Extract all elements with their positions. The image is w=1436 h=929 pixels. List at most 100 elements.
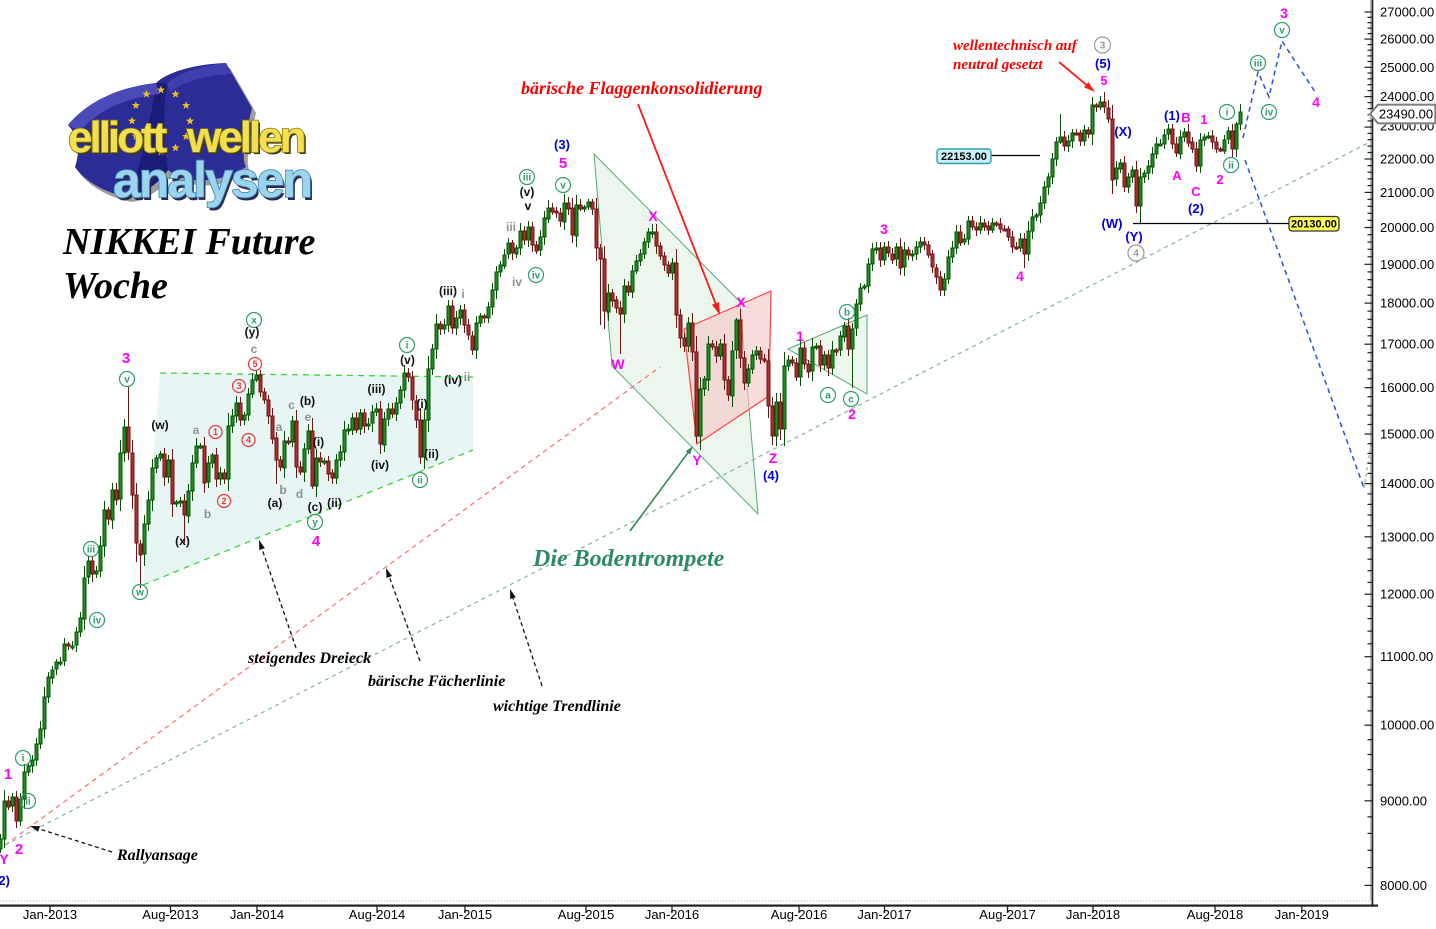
svg-text:2: 2 <box>221 496 226 506</box>
svg-text:B: B <box>1181 110 1190 125</box>
svg-text:(a): (a) <box>268 496 283 510</box>
svg-text:w: w <box>135 588 144 599</box>
svg-text:elliott: elliott <box>68 113 168 162</box>
svg-text:(X): (X) <box>1114 124 1131 139</box>
svg-text:x: x <box>251 316 257 327</box>
svg-text:26000.00: 26000.00 <box>1380 32 1434 47</box>
svg-text:(2): (2) <box>1188 201 1204 216</box>
svg-text:Aug-2014: Aug-2014 <box>349 907 405 922</box>
svg-text:(x): (x) <box>175 534 190 548</box>
svg-text:(ii): (ii) <box>424 447 439 461</box>
svg-text:(W): (W) <box>1102 216 1123 231</box>
svg-text:11000.00: 11000.00 <box>1380 649 1433 664</box>
svg-text:ii: ii <box>464 370 471 384</box>
svg-text:(c): (c) <box>308 500 323 514</box>
svg-text:1: 1 <box>796 328 804 344</box>
svg-text:3: 3 <box>1280 5 1288 21</box>
svg-text:ii: ii <box>1228 161 1234 172</box>
svg-text:b: b <box>279 483 286 497</box>
svg-text:iv: iv <box>1265 108 1274 119</box>
svg-text:21000.00: 21000.00 <box>1380 185 1434 200</box>
svg-text:steigendes Dreieck: steigendes Dreieck <box>247 650 371 667</box>
svg-text:b: b <box>844 308 850 319</box>
svg-text:23490.00: 23490.00 <box>1379 107 1433 122</box>
svg-text:i: i <box>1226 108 1229 119</box>
svg-text:(iv): (iv) <box>371 458 389 472</box>
svg-text:(w): (w) <box>151 418 168 432</box>
svg-text:4: 4 <box>246 435 251 445</box>
svg-text:iv: iv <box>512 275 522 289</box>
svg-text:Woche: Woche <box>63 265 168 307</box>
svg-text:v: v <box>525 199 532 213</box>
svg-text:(i): (i) <box>416 397 427 411</box>
svg-text:19000.00: 19000.00 <box>1380 257 1434 272</box>
svg-text:bärische Fächerlinie: bärische Fächerlinie <box>368 673 505 690</box>
svg-text:bärische Flaggenkonsolidierung: bärische Flaggenkonsolidierung <box>521 78 763 98</box>
svg-text:c: c <box>848 395 854 406</box>
svg-text:e: e <box>305 410 312 424</box>
svg-text:Jan-2017: Jan-2017 <box>857 907 911 922</box>
svg-text:i: i <box>22 754 25 765</box>
svg-text:Jan-2015: Jan-2015 <box>438 907 492 922</box>
svg-text:a: a <box>276 420 283 434</box>
svg-text:(b): (b) <box>300 394 315 408</box>
svg-text:(4): (4) <box>763 468 779 483</box>
svg-text:Jan-2019: Jan-2019 <box>1275 907 1329 922</box>
svg-text:i: i <box>406 341 409 352</box>
svg-text:v: v <box>525 199 532 213</box>
svg-text:X: X <box>736 294 746 310</box>
svg-text:(y): (y) <box>245 325 260 339</box>
svg-text:Z: Z <box>769 450 778 466</box>
svg-text:2: 2 <box>1216 172 1223 187</box>
svg-text:Aug-2018: Aug-2018 <box>1187 907 1243 922</box>
svg-text:1: 1 <box>1200 112 1207 127</box>
svg-text:W: W <box>611 356 625 372</box>
svg-text:27000.00: 27000.00 <box>1380 5 1434 20</box>
svg-text:20000.00: 20000.00 <box>1380 220 1434 235</box>
svg-text:(1): (1) <box>1164 108 1180 123</box>
svg-text:v: v <box>1279 26 1285 37</box>
svg-text:(iii): (iii) <box>439 284 457 298</box>
svg-text:analysen: analysen <box>115 155 313 211</box>
svg-text:5: 5 <box>1100 73 1107 88</box>
svg-text:(iii): (iii) <box>368 382 386 396</box>
svg-text:8000.00: 8000.00 <box>1380 878 1427 893</box>
svg-text:3: 3 <box>122 350 130 367</box>
svg-text:16000.00: 16000.00 <box>1380 380 1434 395</box>
svg-text:b: b <box>204 507 211 521</box>
svg-text:Aug-2017: Aug-2017 <box>979 907 1035 922</box>
svg-text:wellentechnisch auf: wellentechnisch auf <box>953 38 1079 54</box>
svg-text:iii: iii <box>1254 59 1263 70</box>
svg-text:iv: iv <box>93 616 102 627</box>
svg-text:4: 4 <box>1016 268 1024 284</box>
svg-text:Die Bodentrompete: Die Bodentrompete <box>532 546 725 572</box>
svg-text:15000.00: 15000.00 <box>1380 427 1434 442</box>
svg-text:5: 5 <box>559 155 567 172</box>
svg-text:ii: ii <box>417 476 423 487</box>
svg-text:wellen: wellen <box>186 113 305 162</box>
svg-text:Aug-2013: Aug-2013 <box>142 907 198 922</box>
svg-text:5: 5 <box>252 359 257 369</box>
svg-text:v: v <box>560 181 566 192</box>
svg-text:iii: iii <box>506 220 516 234</box>
svg-text:c: c <box>251 342 258 356</box>
svg-text:C: C <box>1191 184 1201 199</box>
svg-text:c: c <box>288 398 295 412</box>
svg-text:20130.00: 20130.00 <box>1291 219 1337 231</box>
svg-text:Jan-2014: Jan-2014 <box>230 907 284 922</box>
svg-text:(v): (v) <box>400 353 415 367</box>
svg-text:13000.00: 13000.00 <box>1380 529 1434 544</box>
svg-text:A: A <box>1172 168 1182 183</box>
svg-text:(i): (i) <box>313 435 324 449</box>
svg-text:1: 1 <box>213 427 218 437</box>
svg-text:iii: iii <box>523 173 532 184</box>
svg-text:4: 4 <box>1312 94 1320 110</box>
svg-text:iv: iv <box>532 271 541 282</box>
svg-text:12000.00: 12000.00 <box>1380 587 1434 602</box>
svg-text:(3): (3) <box>554 137 570 152</box>
svg-text:Aug-2015: Aug-2015 <box>558 907 614 922</box>
svg-text:(Y): (Y) <box>1125 229 1142 244</box>
svg-text:(v): (v) <box>520 185 535 199</box>
svg-text:(iv): (iv) <box>444 373 462 387</box>
svg-text:4: 4 <box>312 533 321 550</box>
